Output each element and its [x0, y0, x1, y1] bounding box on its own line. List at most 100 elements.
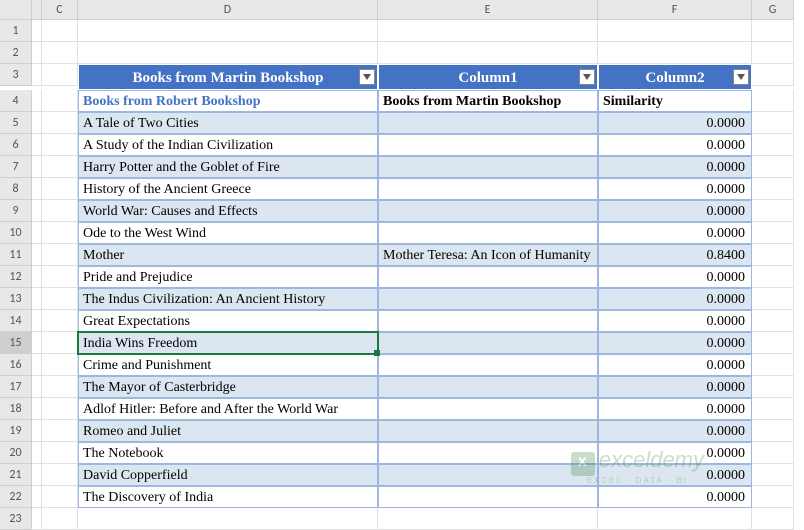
table-cell-f[interactable]: 0.0000 — [598, 398, 752, 420]
cell-b19[interactable] — [32, 420, 42, 442]
table-cell-d[interactable]: The Mayor of Casterbridge — [78, 376, 378, 398]
cell-b6[interactable] — [32, 134, 42, 156]
table-cell-d[interactable]: A Tale of Two Cities — [78, 112, 378, 134]
table-cell-d[interactable]: A Study of the Indian Civilization — [78, 134, 378, 156]
table-cell-d[interactable]: India Wins Freedom — [78, 332, 378, 354]
cell-empty[interactable] — [42, 508, 78, 530]
filter-dropdown-icon[interactable] — [733, 69, 749, 85]
table-cell-e[interactable] — [378, 420, 598, 442]
cell-c8[interactable] — [42, 178, 78, 200]
cell-c11[interactable] — [42, 244, 78, 266]
table-cell-d[interactable]: The Notebook — [78, 442, 378, 464]
cell-empty[interactable] — [42, 20, 78, 42]
table-cell-e[interactable] — [378, 310, 598, 332]
cell-c21[interactable] — [42, 464, 78, 486]
table-cell-f[interactable]: 0.8400 — [598, 244, 752, 266]
table-cell-e[interactable]: Mother Teresa: An Icon of Humanity — [378, 244, 598, 266]
cell-empty[interactable] — [598, 20, 752, 42]
table-cell-d[interactable]: Romeo and Juliet — [78, 420, 378, 442]
row-header-22[interactable]: 22 — [0, 486, 32, 508]
subheader-1[interactable]: Books from Martin Bookshop — [378, 90, 598, 112]
cell-c10[interactable] — [42, 222, 78, 244]
table-cell-e[interactable] — [378, 398, 598, 420]
cell-empty[interactable] — [378, 508, 598, 530]
table-cell-d[interactable]: Pride and Prejudice — [78, 266, 378, 288]
cell-b8[interactable] — [32, 178, 42, 200]
row-header-17[interactable]: 17 — [0, 376, 32, 398]
cell-g22[interactable] — [752, 486, 794, 508]
row-header-5[interactable]: 5 — [0, 112, 32, 134]
table-cell-d[interactable]: Harry Potter and the Goblet of Fire — [78, 156, 378, 178]
cell-c3[interactable] — [42, 64, 78, 86]
table-cell-e[interactable] — [378, 222, 598, 244]
filter-dropdown-icon[interactable] — [579, 69, 595, 85]
cell-b14[interactable] — [32, 310, 42, 332]
fill-handle[interactable] — [374, 350, 380, 356]
cell-b18[interactable] — [32, 398, 42, 420]
row-header-13[interactable]: 13 — [0, 288, 32, 310]
table-cell-e[interactable] — [378, 178, 598, 200]
cell-g18[interactable] — [752, 398, 794, 420]
row-header-14[interactable]: 14 — [0, 310, 32, 332]
cell-empty[interactable] — [752, 20, 794, 42]
table-cell-f[interactable]: 0.0000 — [598, 178, 752, 200]
cell-empty[interactable] — [78, 42, 378, 64]
cell-g17[interactable] — [752, 376, 794, 398]
cell-b12[interactable] — [32, 266, 42, 288]
cell-g3[interactable] — [752, 64, 794, 86]
cell-c16[interactable] — [42, 354, 78, 376]
table-cell-f[interactable]: 0.0000 — [598, 134, 752, 156]
cell-empty[interactable] — [752, 42, 794, 64]
cell-c15[interactable] — [42, 332, 78, 354]
cell-b15[interactable] — [32, 332, 42, 354]
cell-c14[interactable] — [42, 310, 78, 332]
row-header-18[interactable]: 18 — [0, 398, 32, 420]
table-cell-f[interactable]: 0.0000 — [598, 332, 752, 354]
table-cell-f[interactable]: 0.0000 — [598, 200, 752, 222]
cell-c7[interactable] — [42, 156, 78, 178]
cell-empty[interactable] — [42, 42, 78, 64]
table-cell-f[interactable]: 0.0000 — [598, 464, 752, 486]
row-header-15[interactable]: 15 — [0, 332, 32, 354]
table-cell-d[interactable]: Great Expectations — [78, 310, 378, 332]
row-header-23[interactable]: 23 — [0, 508, 32, 530]
cell-g15[interactable] — [752, 332, 794, 354]
table-cell-f[interactable]: 0.0000 — [598, 442, 752, 464]
table-cell-e[interactable] — [378, 464, 598, 486]
cell-c20[interactable] — [42, 442, 78, 464]
filter-dropdown-icon[interactable] — [359, 69, 375, 85]
row-header-4[interactable]: 4 — [0, 90, 32, 112]
cell-c6[interactable] — [42, 134, 78, 156]
table-cell-d[interactable]: History of the Ancient Greece — [78, 178, 378, 200]
cell-g9[interactable] — [752, 200, 794, 222]
table-cell-d[interactable]: Adlof Hitler: Before and After the World… — [78, 398, 378, 420]
table-cell-f[interactable]: 0.0000 — [598, 112, 752, 134]
cell-empty[interactable] — [32, 42, 42, 64]
row-header-10[interactable]: 10 — [0, 222, 32, 244]
cell-b13[interactable] — [32, 288, 42, 310]
cell-c19[interactable] — [42, 420, 78, 442]
row-header-9[interactable]: 9 — [0, 200, 32, 222]
cell-b20[interactable] — [32, 442, 42, 464]
row-header-3[interactable]: 3 — [0, 64, 32, 86]
table-cell-d[interactable]: David Copperfield — [78, 464, 378, 486]
cell-c17[interactable] — [42, 376, 78, 398]
cell-b7[interactable] — [32, 156, 42, 178]
row-header-8[interactable]: 8 — [0, 178, 32, 200]
cell-b16[interactable] — [32, 354, 42, 376]
cell-g20[interactable] — [752, 442, 794, 464]
table-cell-f[interactable]: 0.0000 — [598, 486, 752, 508]
cell-b22[interactable] — [32, 486, 42, 508]
cell-g10[interactable] — [752, 222, 794, 244]
col-header-blank[interactable] — [32, 0, 42, 20]
cell-c13[interactable] — [42, 288, 78, 310]
table-cell-d[interactable]: The Indus Civilization: An Ancient Histo… — [78, 288, 378, 310]
subheader-0[interactable]: Books from Robert Bookshop — [78, 90, 378, 112]
table-cell-d[interactable]: Crime and Punishment — [78, 354, 378, 376]
cell-empty[interactable] — [78, 508, 378, 530]
row-header-21[interactable]: 21 — [0, 464, 32, 486]
row-header-7[interactable]: 7 — [0, 156, 32, 178]
table-cell-d[interactable]: Ode to the West Wind — [78, 222, 378, 244]
col-header-G[interactable]: G — [752, 0, 794, 20]
cell-c4[interactable] — [42, 90, 78, 112]
